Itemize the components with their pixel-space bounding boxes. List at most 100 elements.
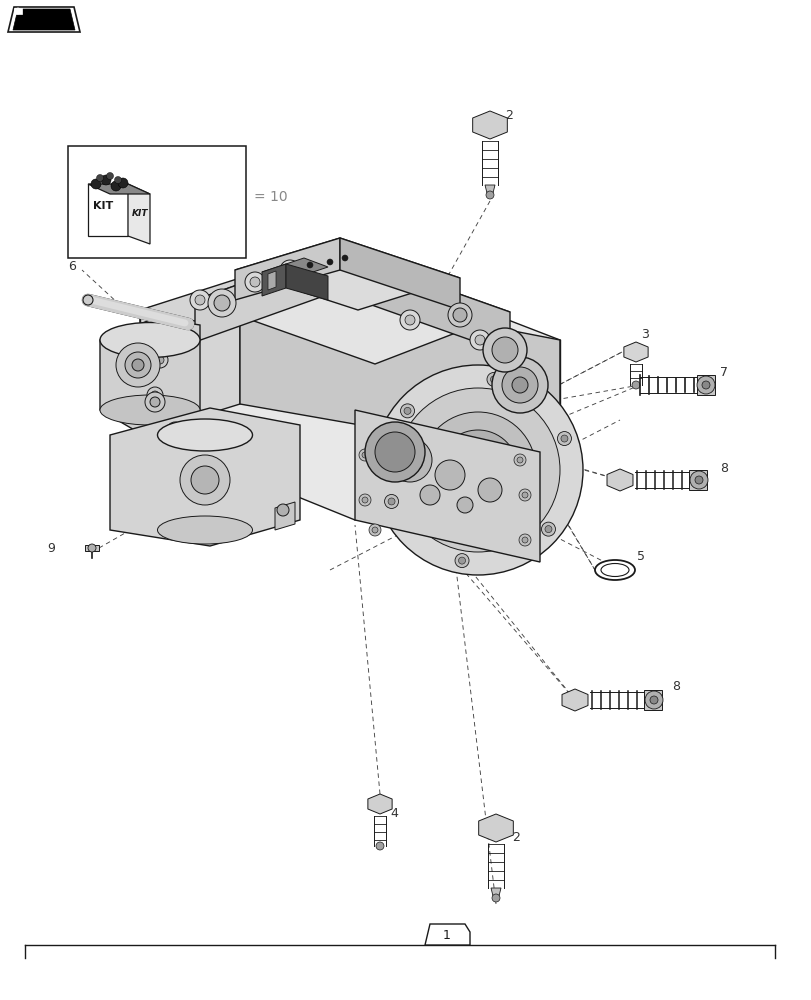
Circle shape: [191, 466, 219, 494]
Circle shape: [517, 457, 522, 463]
Circle shape: [453, 308, 466, 322]
Circle shape: [277, 504, 289, 516]
Polygon shape: [340, 238, 460, 310]
Circle shape: [307, 262, 312, 268]
Text: KIT: KIT: [132, 209, 148, 218]
Circle shape: [368, 524, 380, 536]
Circle shape: [116, 343, 160, 387]
Polygon shape: [484, 185, 495, 193]
Circle shape: [404, 407, 410, 414]
Circle shape: [454, 554, 469, 568]
Circle shape: [106, 173, 114, 180]
Polygon shape: [268, 271, 276, 290]
Circle shape: [490, 376, 497, 383]
Circle shape: [88, 544, 96, 552]
Text: = 10: = 10: [254, 190, 287, 204]
Circle shape: [521, 537, 527, 543]
Circle shape: [150, 397, 160, 407]
Text: 7: 7: [719, 365, 727, 378]
Bar: [696, 375, 714, 395]
Circle shape: [372, 365, 582, 575]
Polygon shape: [139, 255, 560, 520]
Polygon shape: [234, 238, 460, 310]
Polygon shape: [85, 545, 99, 551]
Text: 6: 6: [68, 260, 75, 273]
Bar: [68, 146, 246, 258]
Circle shape: [208, 289, 236, 317]
Polygon shape: [128, 184, 150, 244]
Circle shape: [491, 357, 547, 413]
Bar: [689, 470, 706, 490]
Circle shape: [696, 376, 714, 394]
Polygon shape: [424, 924, 470, 945]
Circle shape: [644, 691, 663, 709]
Circle shape: [375, 842, 384, 850]
Circle shape: [250, 277, 260, 287]
Circle shape: [388, 498, 395, 505]
Circle shape: [689, 471, 707, 489]
Circle shape: [541, 522, 555, 536]
Circle shape: [458, 557, 465, 564]
Circle shape: [457, 497, 473, 513]
Circle shape: [521, 492, 527, 498]
Circle shape: [518, 489, 530, 501]
Polygon shape: [100, 318, 200, 442]
Polygon shape: [354, 410, 539, 562]
Circle shape: [152, 352, 168, 368]
Circle shape: [491, 894, 500, 902]
Circle shape: [512, 377, 527, 393]
Circle shape: [214, 295, 230, 311]
Text: 4: 4: [389, 807, 397, 820]
Circle shape: [147, 387, 163, 403]
Polygon shape: [367, 794, 392, 814]
Circle shape: [388, 438, 431, 482]
Circle shape: [83, 295, 93, 305]
Circle shape: [702, 381, 709, 389]
Polygon shape: [88, 184, 150, 194]
Circle shape: [486, 191, 493, 199]
Circle shape: [245, 272, 264, 292]
Circle shape: [694, 476, 702, 484]
Circle shape: [97, 175, 103, 182]
Circle shape: [371, 527, 378, 533]
Circle shape: [327, 259, 333, 265]
Polygon shape: [262, 258, 328, 281]
Circle shape: [397, 447, 423, 473]
Circle shape: [474, 335, 484, 345]
Circle shape: [375, 432, 414, 472]
Circle shape: [419, 412, 535, 528]
Circle shape: [487, 372, 500, 386]
Text: 1: 1: [443, 929, 450, 942]
Polygon shape: [14, 8, 22, 14]
Circle shape: [400, 310, 419, 330]
Text: 2: 2: [504, 109, 513, 122]
Ellipse shape: [100, 322, 200, 358]
Circle shape: [151, 391, 159, 399]
Circle shape: [467, 460, 487, 480]
Circle shape: [560, 435, 567, 442]
Circle shape: [195, 295, 204, 305]
Polygon shape: [139, 278, 240, 435]
Bar: [643, 690, 661, 710]
Circle shape: [285, 265, 294, 275]
Circle shape: [544, 526, 551, 533]
Circle shape: [101, 175, 111, 185]
Circle shape: [365, 422, 424, 482]
Circle shape: [118, 178, 128, 188]
Polygon shape: [88, 184, 128, 236]
Polygon shape: [195, 250, 509, 364]
Polygon shape: [491, 888, 500, 896]
Text: KIT: KIT: [93, 201, 113, 211]
Polygon shape: [478, 814, 513, 842]
Polygon shape: [335, 250, 509, 354]
Ellipse shape: [600, 564, 629, 576]
Polygon shape: [472, 111, 507, 139]
Circle shape: [501, 367, 538, 403]
Text: 3: 3: [640, 328, 648, 340]
Polygon shape: [607, 469, 633, 491]
Circle shape: [156, 356, 164, 364]
Polygon shape: [240, 278, 560, 460]
Circle shape: [341, 255, 348, 261]
Circle shape: [396, 388, 560, 552]
Text: 5: 5: [636, 550, 644, 562]
